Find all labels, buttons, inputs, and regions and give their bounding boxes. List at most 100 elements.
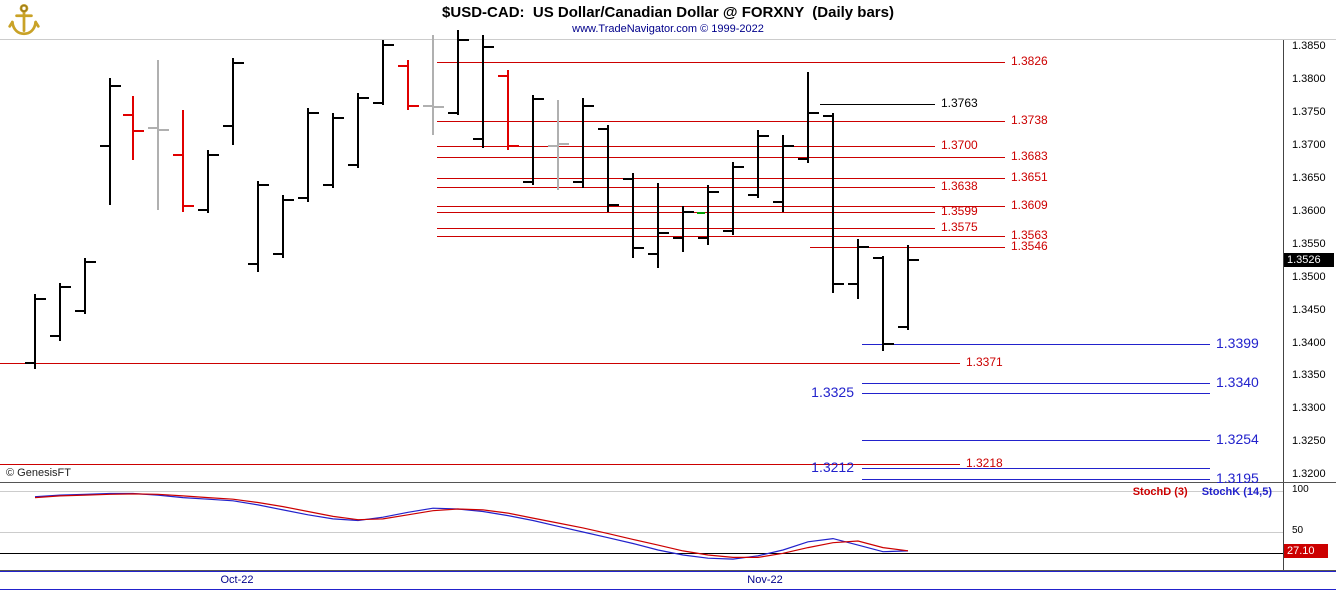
ohlc-open-tick [423, 105, 433, 107]
stoch-ref-50 [0, 532, 1283, 533]
level-line[interactable] [437, 177, 1005, 179]
ohlc-bar [34, 294, 36, 369]
ohlc-close-tick [609, 203, 619, 206]
ohlc-open-tick [448, 111, 458, 114]
ohlc-close-tick [534, 98, 544, 101]
ohlc-bar [109, 78, 111, 205]
ohlc-open-tick [848, 283, 858, 286]
ohlc-close-tick [859, 246, 869, 249]
level-line[interactable] [437, 145, 935, 147]
level-line[interactable] [437, 228, 935, 229]
ohlc-close-tick [734, 165, 744, 168]
ohlc-open-tick [50, 334, 60, 337]
price-axis-separator [1283, 40, 1284, 571]
ohlc-close-tick [509, 144, 519, 147]
level-line[interactable] [0, 463, 960, 465]
price-axis-label: 1.3450 [1292, 303, 1326, 316]
ohlc-bar [807, 71, 809, 164]
level-label: 1.3683 [1011, 148, 1048, 163]
ohlc-bar [657, 183, 659, 269]
price-axis-label: 1.3600 [1292, 204, 1326, 217]
stochastic-plot[interactable] [0, 483, 1284, 570]
level-line[interactable] [862, 383, 1210, 384]
ohlc-open-tick [898, 326, 908, 328]
header-separator [0, 39, 1336, 40]
ohlc-open-tick [348, 164, 358, 167]
price-axis-label: 1.3850 [1292, 39, 1326, 52]
ohlc-open-tick [548, 144, 558, 147]
ohlc-bar [907, 245, 909, 331]
level-label: 1.3399 [1216, 335, 1259, 352]
price-axis-label: 1.3500 [1292, 270, 1326, 283]
ohlc-close-tick [209, 154, 219, 157]
ohlc-bar [382, 40, 384, 106]
level-line[interactable] [820, 104, 935, 105]
ohlc-close-tick [759, 134, 769, 137]
ohlc-bar [557, 100, 559, 191]
ohlc-bar [882, 255, 884, 351]
ohlc-bar [432, 34, 434, 135]
ohlc-open-tick [323, 184, 333, 187]
ohlc-close-tick [634, 246, 644, 249]
level-label: 1.3371 [966, 354, 1003, 369]
level-label: 1.3575 [941, 220, 978, 234]
level-line[interactable] [437, 212, 935, 214]
ohlc-bar [857, 238, 859, 299]
level-label: 1.3325 [811, 383, 854, 400]
ohlc-bar [132, 96, 134, 161]
level-line[interactable] [437, 120, 1005, 122]
chart-subtitle: www.TradeNavigator.com © 1999-2022 [572, 23, 764, 35]
ohlc-open-tick [75, 309, 85, 312]
level-line[interactable] [862, 344, 1210, 346]
ohlc-open-tick [373, 101, 383, 104]
level-line[interactable] [437, 62, 1005, 64]
ohlc-open-tick [598, 128, 608, 131]
ohlc-close-tick [111, 85, 121, 88]
ohlc-open-tick [573, 180, 583, 183]
ohlc-bar [332, 113, 334, 189]
level-label: 1.3218 [966, 455, 1003, 470]
ohlc-close-tick [359, 97, 369, 100]
ohlc-close-tick [434, 106, 444, 109]
level-line[interactable] [0, 362, 960, 364]
ohlc-open-tick [100, 144, 110, 147]
level-label: 1.3340 [1216, 374, 1259, 390]
ohlc-close-tick [684, 210, 694, 213]
level-label: 1.3826 [1011, 54, 1048, 69]
ohlc-open-tick [648, 253, 658, 256]
level-line[interactable] [862, 439, 1210, 441]
level-line[interactable] [862, 467, 1210, 469]
date-axis-line [0, 571, 1336, 572]
bottom-edge-line [0, 589, 1336, 590]
ohlc-open-tick [248, 263, 258, 266]
level-line[interactable] [437, 186, 935, 188]
stoch-bottom-separator [0, 570, 1336, 571]
ohlc-bar [282, 195, 284, 259]
ohlc-close-tick [234, 62, 244, 65]
stochk-legend-label: StochK (14,5) [1201, 486, 1272, 498]
level-line[interactable] [862, 478, 1210, 480]
level-line[interactable] [437, 205, 1005, 207]
ohlc-close-tick [159, 128, 169, 131]
ohlc-open-tick [623, 177, 633, 180]
level-line[interactable] [437, 156, 1005, 158]
level-label: 1.3599 [941, 204, 978, 219]
level-line[interactable] [437, 235, 1005, 237]
ohlc-close-tick [259, 184, 269, 187]
level-line[interactable] [862, 392, 1210, 394]
ohlc-open-tick [148, 127, 158, 130]
level-label: 1.3738 [1011, 112, 1048, 127]
level-label: 1.3563 [1011, 227, 1048, 242]
level-label: 1.3651 [1011, 169, 1048, 184]
ohlc-bar [707, 185, 709, 246]
level-label: 1.3638 [941, 178, 978, 193]
ohlc-close-tick [86, 260, 96, 263]
ohlc-bar [532, 94, 534, 186]
ohlc-bar [782, 135, 784, 213]
ohlc-bar [507, 69, 509, 151]
stoch-ref-100 [0, 491, 1283, 492]
ohlc-close-tick [909, 259, 919, 262]
level-label: 1.3195 [1216, 469, 1259, 486]
